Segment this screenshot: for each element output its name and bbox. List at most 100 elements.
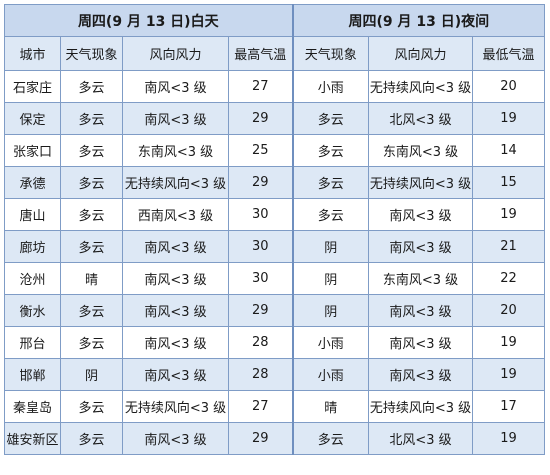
day-wind-cell: 南风<3 级 bbox=[122, 70, 229, 103]
day-wind-cell: 南风<3 级 bbox=[122, 102, 229, 135]
city-cell: 唐山 bbox=[4, 198, 61, 231]
night-weather-cell: 多云 bbox=[291, 102, 370, 135]
day-wind-cell: 东南风<3 级 bbox=[122, 134, 229, 167]
night-weather-cell: 晴 bbox=[291, 390, 370, 423]
high-temp-cell: 29 bbox=[227, 422, 294, 455]
night-weather-cell: 多云 bbox=[291, 422, 370, 455]
city-cell: 张家口 bbox=[4, 134, 61, 167]
day-wind-cell: 南风<3 级 bbox=[122, 326, 229, 359]
day-weather-cell: 多云 bbox=[60, 294, 123, 327]
column-header-day-weather: 天气现象 bbox=[60, 36, 123, 71]
day-weather-cell: 多云 bbox=[60, 422, 123, 455]
night-weather-cell: 阴 bbox=[291, 262, 370, 295]
low-temp-cell: 20 bbox=[472, 294, 546, 327]
column-header-day-wind: 风向风力 bbox=[122, 36, 229, 71]
night-wind-cell: 东南风<3 级 bbox=[368, 134, 474, 167]
day-wind-cell: 西南风<3 级 bbox=[122, 198, 229, 231]
city-cell: 衡水 bbox=[4, 294, 61, 327]
column-header-high-temp: 最高气温 bbox=[227, 36, 294, 71]
table-row: 张家口 多云 东南风<3 级 25 多云 东南风<3 级 14 bbox=[4, 134, 546, 167]
night-weather-cell: 多云 bbox=[291, 166, 370, 199]
high-temp-cell: 29 bbox=[227, 166, 294, 199]
day-wind-cell: 南风<3 级 bbox=[122, 262, 229, 295]
city-cell: 保定 bbox=[4, 102, 61, 135]
table-row: 秦皇岛 多云 无持续风向<3 级 27 晴 无持续风向<3 级 17 bbox=[4, 390, 546, 423]
column-header-low-temp: 最低气温 bbox=[472, 36, 546, 71]
city-cell: 邯郸 bbox=[4, 358, 61, 391]
high-temp-cell: 27 bbox=[227, 390, 294, 423]
low-temp-cell: 20 bbox=[472, 70, 546, 103]
day-weather-cell: 多云 bbox=[60, 166, 123, 199]
day-weather-cell: 多云 bbox=[60, 70, 123, 103]
high-temp-cell: 25 bbox=[227, 134, 294, 167]
night-wind-cell: 无持续风向<3 级 bbox=[368, 390, 474, 423]
night-weather-cell: 小雨 bbox=[291, 358, 370, 391]
day-wind-cell: 南风<3 级 bbox=[122, 294, 229, 327]
night-weather-cell: 小雨 bbox=[291, 70, 370, 103]
night-weather-cell: 多云 bbox=[291, 134, 370, 167]
column-header-night-wind: 风向风力 bbox=[368, 36, 474, 71]
night-wind-cell: 东南风<3 级 bbox=[368, 262, 474, 295]
low-temp-cell: 19 bbox=[472, 102, 546, 135]
high-temp-cell: 30 bbox=[227, 198, 294, 231]
day-period-header: 周四(9 月 13 日)白天 bbox=[3, 4, 294, 37]
high-temp-cell: 30 bbox=[227, 262, 294, 295]
day-weather-cell: 多云 bbox=[60, 198, 123, 231]
high-temp-cell: 27 bbox=[227, 70, 294, 103]
table-row: 保定 多云 南风<3 级 29 多云 北风<3 级 19 bbox=[4, 102, 546, 135]
high-temp-cell: 28 bbox=[227, 358, 294, 391]
night-wind-cell: 南风<3 级 bbox=[368, 358, 474, 391]
night-wind-cell: 南风<3 级 bbox=[368, 230, 474, 263]
night-wind-cell: 无持续风向<3 级 bbox=[368, 70, 474, 103]
day-wind-cell: 南风<3 级 bbox=[122, 358, 229, 391]
column-header-city: 城市 bbox=[4, 36, 61, 71]
night-weather-cell: 阴 bbox=[291, 294, 370, 327]
night-wind-cell: 南风<3 级 bbox=[368, 198, 474, 231]
low-temp-cell: 19 bbox=[472, 422, 546, 455]
day-wind-cell: 无持续风向<3 级 bbox=[122, 166, 229, 199]
high-temp-cell: 29 bbox=[227, 102, 294, 135]
column-header-row: 城市 天气现象 风向风力 最高气温 天气现象 风向风力 最低气温 bbox=[4, 36, 546, 71]
night-weather-cell: 阴 bbox=[291, 230, 370, 263]
night-wind-cell: 北风<3 级 bbox=[368, 422, 474, 455]
table-row: 衡水 多云 南风<3 级 29 阴 南风<3 级 20 bbox=[4, 294, 546, 327]
table-row: 沧州 晴 南风<3 级 30 阴 东南风<3 级 22 bbox=[4, 262, 546, 295]
day-weather-cell: 多云 bbox=[60, 326, 123, 359]
low-temp-cell: 22 bbox=[472, 262, 546, 295]
high-temp-cell: 28 bbox=[227, 326, 294, 359]
low-temp-cell: 14 bbox=[472, 134, 546, 167]
low-temp-cell: 19 bbox=[472, 358, 546, 391]
weather-forecast-table: 周四(9 月 13 日)白天 周四(9 月 13 日)夜间 城市 天气现象 风向… bbox=[3, 4, 546, 455]
high-temp-cell: 30 bbox=[227, 230, 294, 263]
day-weather-cell: 多云 bbox=[60, 230, 123, 263]
night-wind-cell: 无持续风向<3 级 bbox=[368, 166, 474, 199]
day-weather-cell: 阴 bbox=[60, 358, 123, 391]
night-period-header: 周四(9 月 13 日)夜间 bbox=[291, 4, 546, 37]
night-wind-cell: 北风<3 级 bbox=[368, 102, 474, 135]
city-cell: 沧州 bbox=[4, 262, 61, 295]
day-weather-cell: 多云 bbox=[60, 134, 123, 167]
table-row: 石家庄 多云 南风<3 级 27 小雨 无持续风向<3 级 20 bbox=[4, 70, 546, 103]
city-cell: 雄安新区 bbox=[4, 422, 61, 455]
day-weather-cell: 晴 bbox=[60, 262, 123, 295]
day-wind-cell: 无持续风向<3 级 bbox=[122, 390, 229, 423]
period-header-row: 周四(9 月 13 日)白天 周四(9 月 13 日)夜间 bbox=[3, 4, 546, 37]
city-cell: 邢台 bbox=[4, 326, 61, 359]
table-row: 邢台 多云 南风<3 级 28 小雨 南风<3 级 19 bbox=[4, 326, 546, 359]
night-wind-cell: 南风<3 级 bbox=[368, 326, 474, 359]
table-row: 唐山 多云 西南风<3 级 30 多云 南风<3 级 19 bbox=[4, 198, 546, 231]
low-temp-cell: 19 bbox=[472, 326, 546, 359]
city-cell: 秦皇岛 bbox=[4, 390, 61, 423]
column-header-night-weather: 天气现象 bbox=[291, 36, 370, 71]
low-temp-cell: 19 bbox=[472, 198, 546, 231]
night-weather-cell: 小雨 bbox=[291, 326, 370, 359]
day-wind-cell: 南风<3 级 bbox=[122, 422, 229, 455]
city-cell: 承德 bbox=[4, 166, 61, 199]
day-weather-cell: 多云 bbox=[60, 390, 123, 423]
night-wind-cell: 南风<3 级 bbox=[368, 294, 474, 327]
day-wind-cell: 南风<3 级 bbox=[122, 230, 229, 263]
low-temp-cell: 17 bbox=[472, 390, 546, 423]
low-temp-cell: 15 bbox=[472, 166, 546, 199]
table-row: 邯郸 阴 南风<3 级 28 小雨 南风<3 级 19 bbox=[4, 358, 546, 391]
table-row: 雄安新区 多云 南风<3 级 29 多云 北风<3 级 19 bbox=[4, 422, 546, 455]
